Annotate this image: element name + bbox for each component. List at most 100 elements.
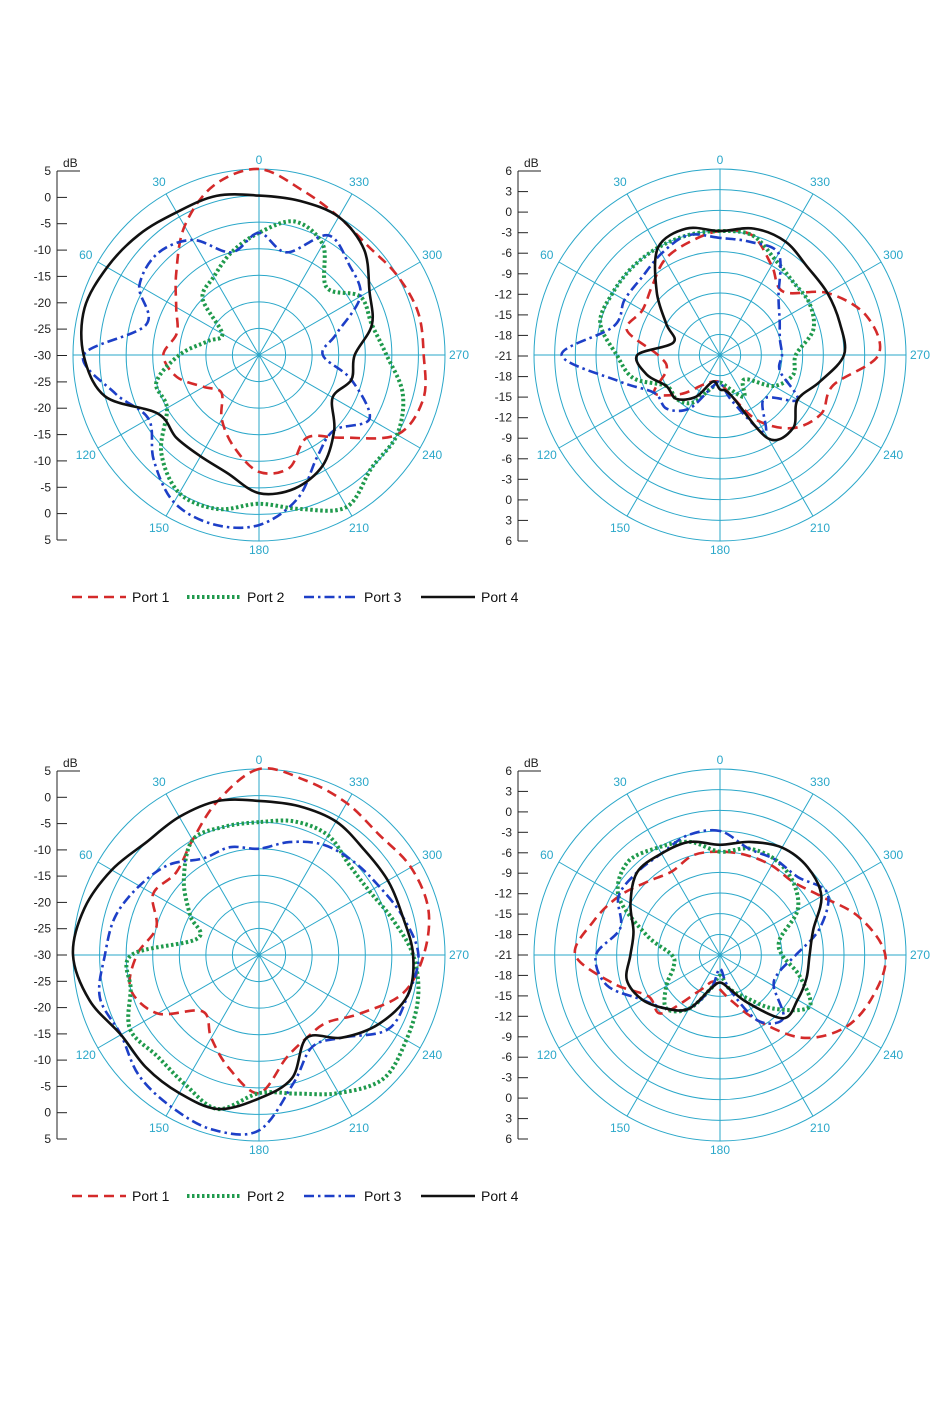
series-line-port-4 bbox=[634, 226, 847, 442]
unit-label: dB bbox=[524, 156, 539, 170]
polar-chart-top-right: 03060270120150180210240300330630-3-6-9-1… bbox=[495, 153, 931, 557]
legend-label-port-1: Port 1 bbox=[132, 589, 170, 605]
radial-tick-label: -15 bbox=[34, 869, 52, 883]
polar-grid bbox=[72, 168, 446, 542]
angle-label: 60 bbox=[540, 848, 554, 862]
series-line-port-2 bbox=[124, 818, 421, 1112]
angle-label: 240 bbox=[883, 1048, 903, 1062]
angle-label: 0 bbox=[717, 753, 724, 767]
radial-tick-label: -25 bbox=[34, 322, 52, 336]
radial-tick-label: -18 bbox=[495, 328, 513, 342]
radial-tick-label: -15 bbox=[495, 907, 513, 921]
radial-tick-label: -12 bbox=[495, 887, 513, 901]
radial-tick-label: -12 bbox=[495, 287, 513, 301]
legend-bottom: Port 1 Port 2 Port 3 Port 4 bbox=[72, 1188, 519, 1204]
radial-tick-label: -3 bbox=[501, 472, 512, 486]
grid-spoke bbox=[558, 261, 721, 356]
radial-tick-label: -5 bbox=[40, 217, 51, 231]
radial-tick-label: -15 bbox=[495, 308, 513, 322]
grid-spoke bbox=[558, 861, 721, 956]
angle-label: 60 bbox=[540, 248, 554, 262]
radial-axis: 5 0 -5 -10 -15 -20 -25 -30 -25 -20 -15 -10 -5 0 5 bbox=[34, 164, 67, 547]
series-line-port-2 bbox=[615, 839, 813, 1014]
radial-tick-label: -5 bbox=[40, 480, 51, 494]
angle-label: 240 bbox=[422, 448, 442, 462]
radial-tick-label: -20 bbox=[34, 1001, 52, 1015]
radial-tick-label: -3 bbox=[501, 226, 512, 240]
angle-label: 30 bbox=[613, 775, 627, 789]
grid-spoke bbox=[165, 354, 260, 517]
radial-tick-label: -6 bbox=[501, 1050, 512, 1064]
polar-chart-bottom-right: 03060270120150180210240300330630-3-6-9-1… bbox=[495, 753, 931, 1157]
radial-tick-label: -15 bbox=[34, 269, 52, 283]
grid-spoke bbox=[165, 954, 260, 1117]
radial-tick-label: -21 bbox=[495, 349, 513, 363]
radial-tick-label: -15 bbox=[495, 989, 513, 1003]
legend-label-port-4: Port 4 bbox=[481, 589, 519, 605]
angle-label: 120 bbox=[537, 1048, 557, 1062]
radial-tick-label: 0 bbox=[44, 190, 51, 204]
angle-label: 60 bbox=[79, 248, 93, 262]
angle-label: 240 bbox=[422, 1048, 442, 1062]
radial-tick-label: 0 bbox=[44, 790, 51, 804]
radial-tick-label: -3 bbox=[501, 825, 512, 839]
radial-tick-label: -9 bbox=[501, 267, 512, 281]
grid-spoke bbox=[719, 954, 814, 1117]
angle-label: 300 bbox=[883, 848, 903, 862]
grid-spoke bbox=[558, 954, 721, 1049]
unit-label: dB bbox=[63, 156, 78, 170]
legend-label-port-3: Port 3 bbox=[364, 589, 402, 605]
radial-tick-label: 6 bbox=[505, 534, 512, 548]
radial-tick-label: 5 bbox=[44, 533, 51, 547]
angle-label: 150 bbox=[610, 1121, 630, 1135]
angle-label: 150 bbox=[610, 521, 630, 535]
radial-tick-label: 0 bbox=[505, 805, 512, 819]
angle-label: 0 bbox=[717, 153, 724, 167]
radial-tick-label: 0 bbox=[44, 1106, 51, 1120]
unit-label: dB bbox=[524, 756, 539, 770]
legend-label-port-2: Port 2 bbox=[247, 589, 285, 605]
series-line-port-4 bbox=[80, 193, 375, 496]
radial-tick-label: -10 bbox=[34, 243, 52, 257]
radial-tick-label: 6 bbox=[505, 164, 512, 178]
radial-tick-label: -20 bbox=[34, 401, 52, 415]
radial-tick-label: -25 bbox=[34, 375, 52, 389]
grid-spoke bbox=[258, 861, 421, 956]
radial-tick-label: -21 bbox=[495, 948, 513, 962]
grid-spoke bbox=[97, 954, 260, 1049]
series-line-port-3 bbox=[81, 231, 372, 530]
legend-label-port-2: Port 2 bbox=[247, 1188, 285, 1204]
radial-tick-label: 6 bbox=[505, 764, 512, 778]
angle-label: 180 bbox=[710, 543, 730, 557]
radial-tick-label: -25 bbox=[34, 974, 52, 988]
radial-tick-label: -15 bbox=[34, 428, 52, 442]
radial-tick-label: -10 bbox=[34, 454, 52, 468]
grid-spoke bbox=[258, 793, 353, 956]
radial-axis: 6 3 0 -3 -6 -9 -12 -15 -18 -21 -18 -15 -12 -9 -6 -3 0 3 6 bbox=[495, 764, 528, 1146]
series-line-port-1 bbox=[162, 167, 427, 475]
radial-tick-label: -25 bbox=[34, 922, 52, 936]
angle-label: 300 bbox=[883, 248, 903, 262]
grid-spoke bbox=[258, 954, 353, 1117]
series-line-port-1 bbox=[128, 766, 431, 1095]
radial-tick-label: 3 bbox=[505, 185, 512, 199]
radial-tick-label: -12 bbox=[495, 1009, 513, 1023]
radial-tick-label: 5 bbox=[44, 1132, 51, 1146]
grid-spoke bbox=[165, 193, 260, 356]
legend-label-port-4: Port 4 bbox=[481, 1188, 519, 1204]
angle-label: 300 bbox=[422, 248, 442, 262]
radial-tick-label: -10 bbox=[34, 1053, 52, 1067]
angle-label: 120 bbox=[76, 448, 96, 462]
radial-tick-label: -18 bbox=[495, 928, 513, 942]
radial-tick-label: 0 bbox=[505, 493, 512, 507]
polar-grid bbox=[533, 168, 907, 542]
radial-tick-label: -6 bbox=[501, 846, 512, 860]
angle-label: 210 bbox=[810, 521, 830, 535]
angle-label: 0 bbox=[256, 753, 263, 767]
radial-tick-label: -5 bbox=[40, 817, 51, 831]
angle-label: 180 bbox=[249, 1143, 269, 1157]
angle-label: 330 bbox=[810, 775, 830, 789]
grid-spoke bbox=[626, 793, 721, 956]
grid-spoke bbox=[719, 861, 882, 956]
angle-label: 0 bbox=[256, 153, 263, 167]
